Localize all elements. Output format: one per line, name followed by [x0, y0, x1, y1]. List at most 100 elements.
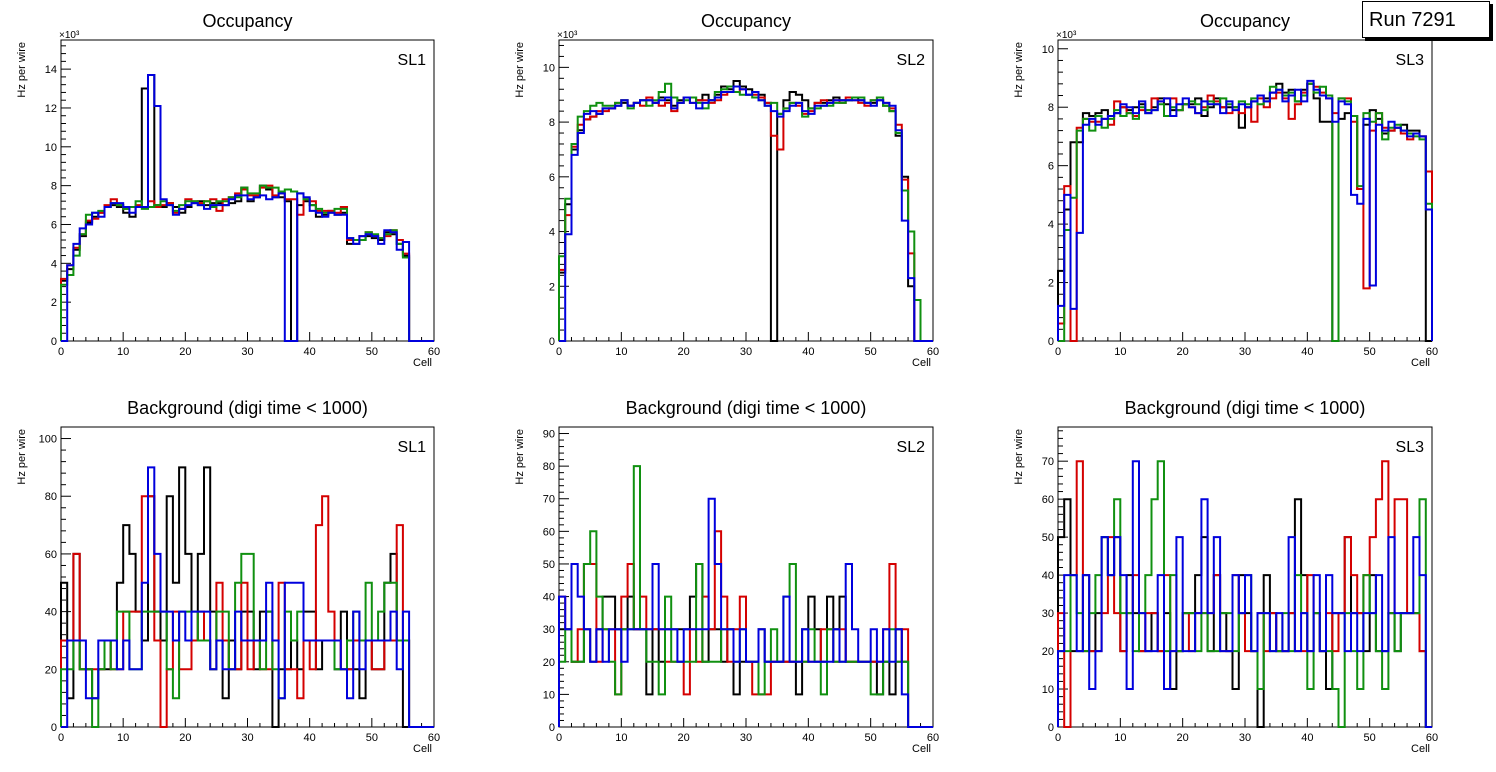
- panel-3-y-tick-label: 8: [1048, 102, 1054, 114]
- panel-2-x-tick-label: 30: [740, 346, 752, 358]
- panel-1-x-tick-label: 40: [304, 346, 316, 358]
- panel-5-superlayer-label: SL2: [897, 439, 926, 456]
- panel-5-y-tick-label: 40: [543, 592, 555, 604]
- panel-6-y-tick-label: 30: [1042, 608, 1054, 620]
- panel-6-y-tick-label: 20: [1042, 646, 1054, 658]
- panel-6-y-tick-label: 50: [1042, 532, 1054, 544]
- panel-4-x-tick-label: 40: [304, 732, 316, 744]
- panel-5-y-tick-label: 80: [543, 461, 555, 473]
- panel-4-x-tick-label: 10: [117, 732, 129, 744]
- panel-3-y-axis-label: Hz per wire: [1013, 42, 1025, 98]
- panel-4-y-tick-label: 40: [45, 607, 57, 619]
- panel-6-title: Background (digi time < 1000): [1125, 398, 1366, 418]
- panel-3-superlayer-label: SL3: [1396, 52, 1425, 69]
- panel-3-title: Occupancy: [1200, 11, 1290, 31]
- panel-6-x-tick-label: 30: [1239, 732, 1251, 744]
- panel-1-superlayer-label: SL1: [398, 52, 427, 69]
- panel-3-x-axis-label: Cell: [1411, 357, 1430, 369]
- panel-2-frame: [558, 39, 934, 342]
- panel-3-exponent-label: ×10³: [1056, 30, 1077, 41]
- panel-3-y-tick-label: 2: [1048, 278, 1054, 290]
- panel-6-y-tick-label: 60: [1042, 494, 1054, 506]
- panel-3-series-layer3: [1058, 82, 1433, 342]
- panel-3-series-layer4: [1057, 79, 1433, 341]
- panel-5-x-tick-label: 10: [615, 732, 627, 744]
- panel-5-y-axis-label: Hz per wire: [514, 429, 526, 485]
- panel-1-exponent-label: ×10³: [59, 30, 80, 41]
- panel-1-y-tick-label: 8: [51, 181, 57, 193]
- panel-4-x-tick-label: 60: [428, 732, 440, 744]
- panel-5-y-tick-label: 60: [543, 526, 555, 538]
- panel-2-y-tick-label: 6: [549, 172, 555, 184]
- panel-4-series-layer1: [60, 466, 434, 728]
- panel-6-x-tick-label: 60: [1426, 732, 1438, 744]
- panel-2-y-tick-label: 0: [549, 336, 555, 348]
- panel-6-x-tick-label: 0: [1055, 732, 1061, 744]
- panel-4-series-layer4: [61, 466, 434, 728]
- panel-2-y-tick-label: 8: [549, 117, 555, 129]
- panel-3-x-tick-label: 20: [1177, 346, 1189, 358]
- panel-1-series-layer4: [61, 74, 434, 342]
- panel-1-x-tick-label: 50: [366, 346, 378, 358]
- panel-5-y-tick-label: 20: [543, 657, 555, 669]
- panel-3-y-tick-label: 10: [1042, 44, 1054, 56]
- panel-5-y-tick-label: 50: [543, 559, 555, 571]
- panel-1-x-tick-label: 30: [241, 346, 253, 358]
- panel-5-series-layer4: [558, 497, 933, 728]
- panel-2-exponent-label: ×10³: [557, 30, 578, 41]
- panel-5-x-tick-label: 60: [927, 732, 939, 744]
- panel-2-x-tick-label: 20: [678, 346, 690, 358]
- panel-5-y-tick-label: 0: [549, 722, 555, 734]
- panel-6-y-tick-label: 40: [1042, 570, 1054, 582]
- panel-6-x-tick-label: 10: [1114, 732, 1126, 744]
- panel-2-y-tick-label: 2: [549, 281, 555, 293]
- panel-4-x-axis-label: Cell: [413, 743, 432, 755]
- panel-1-y-axis-label: Hz per wire: [16, 42, 28, 98]
- panel-2-y-tick-label: 4: [549, 227, 555, 239]
- panel-2-y-axis-label: Hz per wire: [514, 42, 526, 98]
- panel-1-x-tick-label: 20: [179, 346, 191, 358]
- run-label-box: Run 7291: [1362, 1, 1490, 38]
- run-label: Run 7291: [1369, 9, 1456, 31]
- panel-3-x-tick-label: 50: [1364, 346, 1376, 358]
- panel-1-y-tick-label: 2: [51, 297, 57, 309]
- panel-3-y-tick-label: 4: [1048, 219, 1054, 231]
- panel-2-y-tick-label: 10: [543, 62, 555, 74]
- panel-4-x-tick-label: 0: [58, 732, 64, 744]
- panel-5-x-tick-label: 20: [678, 732, 690, 744]
- panel-2-superlayer-label: SL2: [897, 52, 926, 69]
- panel-2-x-tick-label: 10: [615, 346, 627, 358]
- panel-1-y-tick-label: 6: [51, 219, 57, 231]
- panel-1-y-tick-label: 12: [45, 103, 57, 115]
- panel-5-y-tick-label: 90: [543, 429, 555, 441]
- panel-4-y-tick-label: 20: [45, 664, 57, 676]
- panel-3-x-tick-label: 60: [1426, 346, 1438, 358]
- panel-5-y-tick-label: 70: [543, 494, 555, 506]
- panel-2-x-tick-label: 50: [865, 346, 877, 358]
- panel-2-title: Occupancy: [701, 11, 791, 31]
- panel-6-y-tick-label: 0: [1048, 722, 1054, 734]
- panel-6-y-tick-label: 70: [1042, 456, 1054, 468]
- panel-1-x-tick-label: 0: [58, 346, 64, 358]
- panel-4-y-tick-label: 80: [45, 491, 57, 503]
- panel-5-x-tick-label: 30: [740, 732, 752, 744]
- panel-4-x-tick-label: 50: [366, 732, 378, 744]
- panel-5-x-tick-label: 40: [802, 732, 814, 744]
- panel-6-x-axis-label: Cell: [1411, 743, 1430, 755]
- panel-4-y-tick-label: 60: [45, 549, 57, 561]
- panel-2-x-tick-label: 0: [556, 346, 562, 358]
- panel-4-y-tick-label: 100: [39, 434, 57, 446]
- panel-1-y-tick-label: 10: [45, 142, 57, 154]
- panel-3-y-tick-label: 6: [1048, 161, 1054, 173]
- panel-1-title: Occupancy: [202, 11, 292, 31]
- panel-4-x-tick-label: 20: [179, 732, 191, 744]
- panel-2-series-layer4: [559, 85, 933, 342]
- panel-5-y-tick-label: 10: [543, 689, 555, 701]
- panel-4-frame: [60, 426, 435, 728]
- panel-3-x-tick-label: 10: [1114, 346, 1126, 358]
- panel-1-x-tick-label: 60: [428, 346, 440, 358]
- panel-5-x-axis-label: Cell: [912, 743, 931, 755]
- panel-1-y-tick-label: 4: [51, 258, 57, 270]
- panel-5-y-tick-label: 30: [543, 624, 555, 636]
